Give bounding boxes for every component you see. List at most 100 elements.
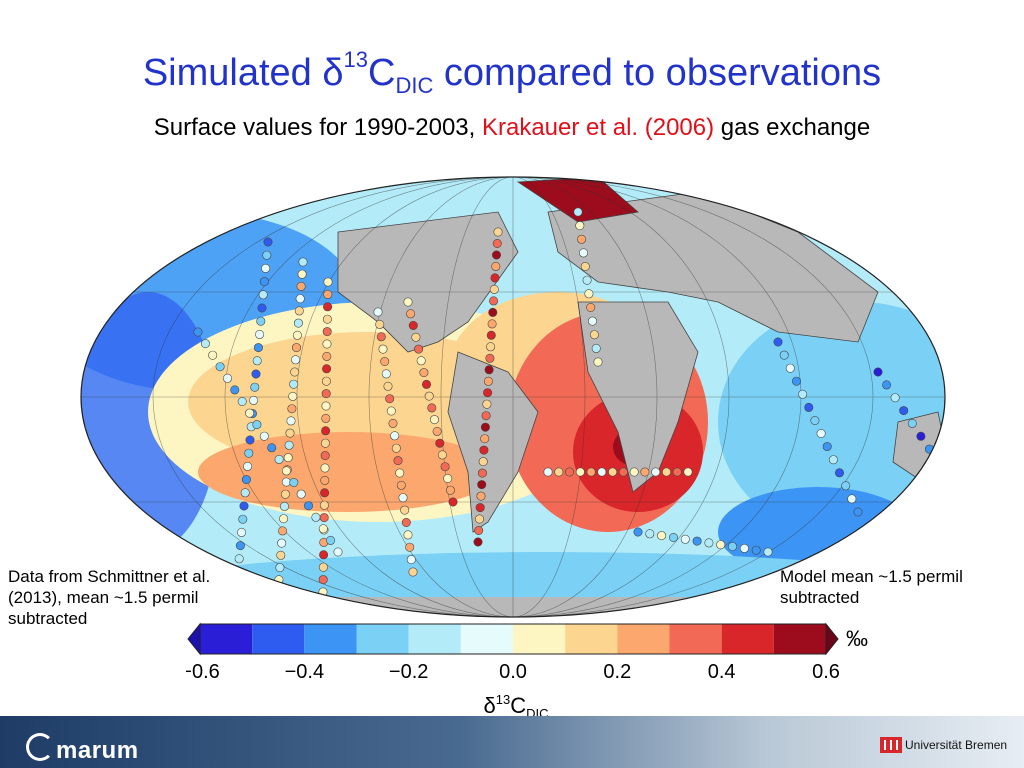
observation-point [403,297,413,307]
observation-point [899,406,909,416]
observation-point [773,337,783,347]
observation-point [933,457,943,467]
model-mean-note: Model mean ~1.5 permil subtracted [780,567,963,607]
marum-ring-icon [26,733,54,761]
colorbar-cell [252,624,305,654]
observation-point [395,468,405,478]
colorbar-cell [565,624,618,654]
observation-point [386,406,396,416]
observation-point [589,330,599,340]
observation-point [235,541,245,551]
observation-point [406,309,416,319]
observation-point [480,422,490,432]
observation-point [322,364,332,374]
colorbar-tick-label: 0.0 [499,661,527,683]
observation-point [319,550,329,560]
observation-point [319,513,329,523]
observation-point [259,431,269,441]
slide-subtitle: Surface values for 1990-2003, Krakauer e… [153,114,871,141]
observation-point [485,353,495,363]
observation-point [304,501,314,511]
observation-point [403,530,413,540]
observation-point [668,532,678,542]
observation-point [321,401,331,411]
observation-point [486,342,496,352]
observation-point [323,277,333,287]
observation-point [429,415,439,425]
observation-point [245,435,255,445]
observation-point [380,357,390,367]
marum-logo: marum [26,733,139,765]
observation-point [318,575,328,585]
observation-point [591,343,601,353]
colorbar-cell [669,624,722,654]
observation-point [285,428,295,438]
observation-point [391,443,401,453]
observation-point [279,514,289,524]
colorbar-tick-label: 0.6 [812,661,840,683]
observation-point [484,365,494,375]
observation-point [333,547,343,557]
observation-point [243,461,253,471]
observation-point [290,367,300,377]
observation-point [847,494,857,504]
colorbar-tick-label: 0.4 [708,661,736,683]
observation-point [408,567,418,577]
observation-point [683,467,693,477]
observation-point [250,382,260,392]
observation-point [320,488,330,498]
observation-point [208,350,218,360]
observation-point [440,462,450,472]
uni-bremen-logo: Universität Bremen [880,737,1007,753]
observation-point [200,339,210,349]
colorbar-tick-label: −0.4 [285,661,324,683]
observation-point [215,362,225,372]
reference-citation: Krakauer et al. (2006) [481,114,715,141]
observation-point [779,350,789,360]
observation-point [489,296,499,306]
observation-point [424,391,434,401]
observation-point [398,493,408,503]
observation-point [618,467,628,477]
observation-point [597,467,607,477]
observation-point [487,319,497,329]
observation-point [281,466,291,476]
observation-point [633,527,643,537]
observation-point [586,303,596,313]
observation-point [258,290,268,300]
observation-point [408,321,418,331]
colorbar-tick-label: 0.2 [603,661,631,683]
observation-point [289,477,299,487]
observation-point [791,376,801,386]
observation-point [376,332,386,342]
observation-point [297,269,307,279]
observation-point [483,388,493,398]
observation-point [320,463,330,473]
observation-point [414,344,424,354]
observation-point [491,261,501,271]
observation-point [751,545,761,555]
observation-point [822,442,832,452]
observation-point [727,541,737,551]
observation-point [479,445,489,455]
observation-point [322,351,332,361]
observation-point [473,537,483,547]
observation-point [435,438,445,448]
observation-point [739,543,749,553]
observation-point [284,440,294,450]
observation-point [421,379,431,389]
colorbar-cell [513,624,566,654]
observation-point [661,467,671,477]
colorbar-cell [356,624,409,654]
colorbar-over-arrow [825,622,839,656]
observation-point [234,554,244,564]
observation-point [323,289,333,299]
observation-point [278,526,288,536]
observation-point [916,431,926,441]
data-source-note: Data from Schmittner et al. (2013), mean… [8,567,211,628]
observation-point [490,273,500,283]
footer-bar [0,716,1024,768]
observation-point [296,281,306,291]
observation-point [584,289,594,299]
observation-point [704,538,714,548]
